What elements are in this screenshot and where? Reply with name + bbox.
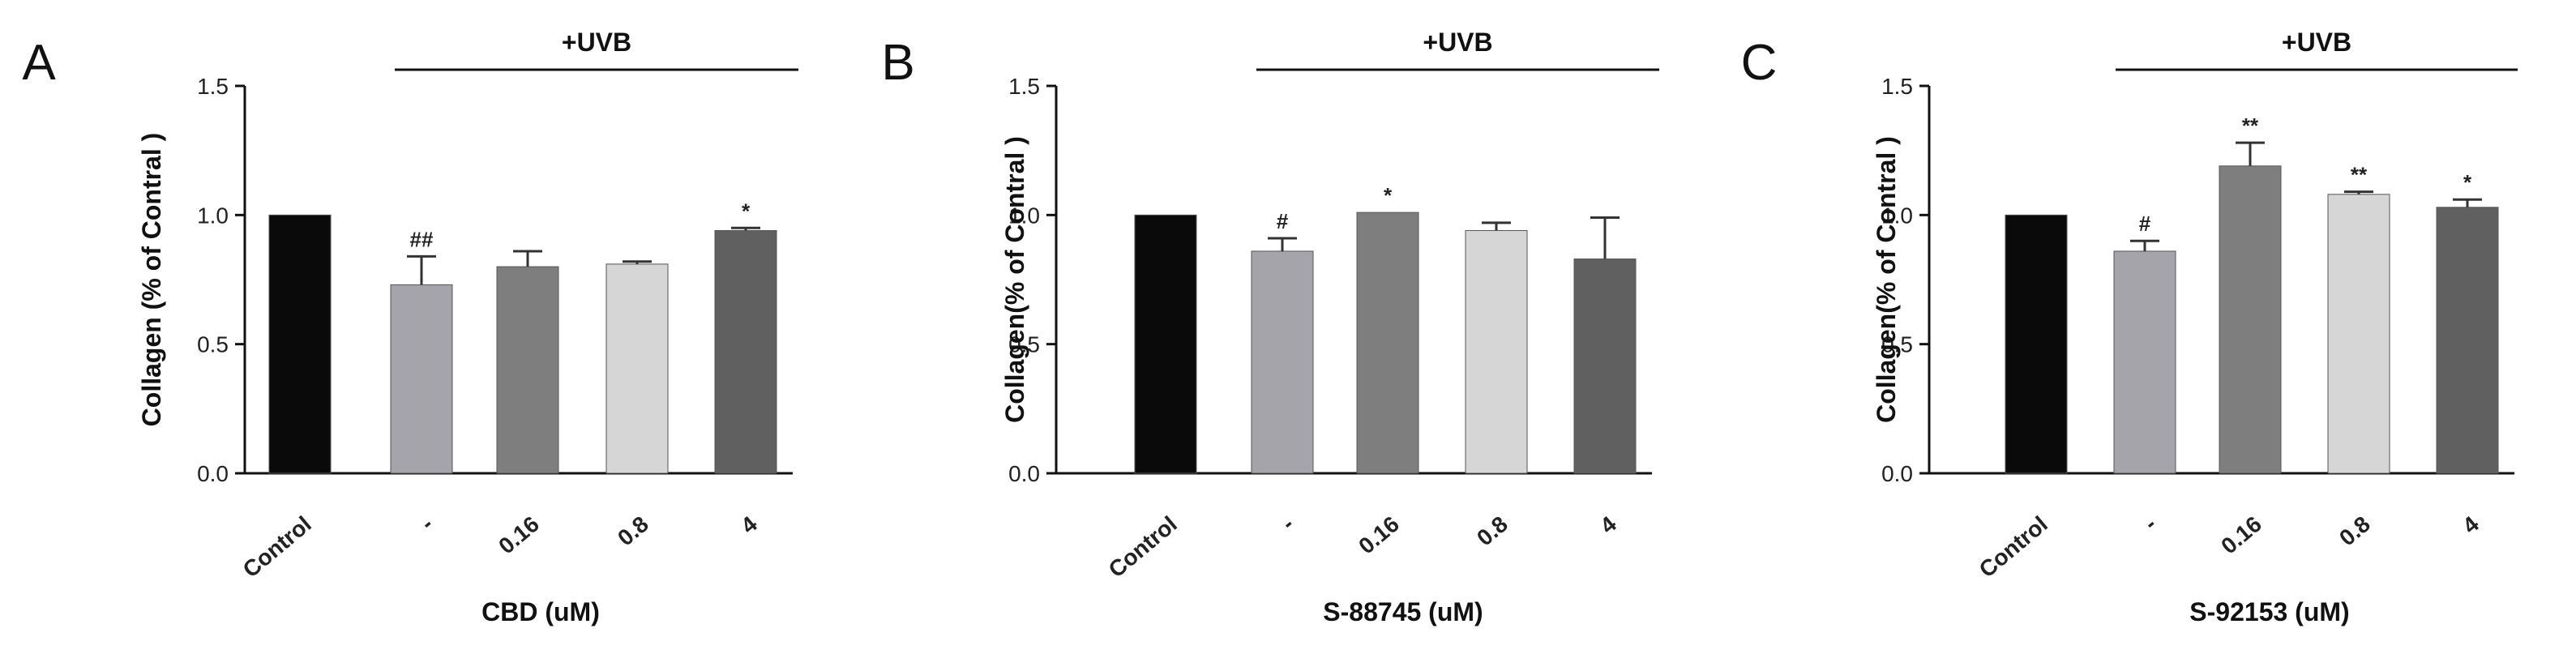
x-tick-label: - [416,511,438,536]
bar [1134,214,1197,474]
significance-mark: * [742,199,751,223]
significance-mark: ## [410,227,434,251]
chart-panel-b: B +UVB 0.0 0.5 1.0 1.5 Collagen(% of Contral )… [881,28,1659,626]
y-axis-label: Collagen(% of Contral ) [1872,136,1901,423]
x-tick-label: - [2139,511,2161,536]
bar [605,263,669,474]
y-tick-label: 1.0 [1881,203,1913,228]
y-tick-label: 1.5 [1881,74,1913,99]
y-tick-label: 1.0 [197,203,229,228]
significance-mark: # [1277,209,1289,233]
y-tick-label: 0.0 [1881,461,1913,486]
significance-mark: * [2463,170,2472,194]
significance-mark: # [2139,212,2151,236]
x-tick-label: - [1277,511,1299,536]
y-axis-label: Collagen (% of Contral ) [137,133,166,427]
panel-label: B [881,35,914,91]
y-tick-label: 1.5 [197,74,229,99]
bar [2005,214,2068,474]
significance-mark: * [1384,183,1393,207]
y-tick-label: 0.5 [1881,332,1913,357]
significance-mark: ** [2242,113,2259,138]
chart-panel-c: C +UVB 0.0 0.5 1.0 1.5 Collagen(% of Contral )… [1741,28,2518,626]
panel-label: A [22,35,56,91]
y-tick-label: 1.5 [1008,74,1040,99]
y-axis-label: Collagen(% of Contral ) [1000,136,1029,423]
treatment-label: +UVB [562,28,631,57]
x-tick-label: Control [1104,511,1182,583]
bar [1573,259,1637,474]
y-tick-label: 0.0 [1008,461,1040,486]
significance-mark: ** [2351,163,2368,187]
y-tick-label: 0.5 [197,332,229,357]
bar [390,284,453,474]
x-tick-label: 4 [2458,511,2484,539]
x-tick-label: 0.16 [1354,511,1404,559]
y-tick-label: 1.0 [1008,203,1040,228]
bar [2436,207,2499,474]
x-tick-label: 0.16 [494,511,544,559]
x-axis-label: S-92153 (uM) [2189,597,2349,626]
bar [1356,212,1419,474]
x-tick-label: Control [238,511,316,583]
treatment-label: +UVB [2282,28,2351,57]
x-axis-label: S-88745 (uM) [1323,597,1483,626]
bar [1251,250,1314,474]
bar [2113,250,2176,474]
bar [1465,229,1528,474]
bar [714,229,777,474]
panel-label: C [1741,35,1778,91]
y-tick-label: 0.5 [1008,332,1040,357]
treatment-label: +UVB [1423,28,1492,57]
x-tick-label: Control [1975,511,2052,583]
x-tick-label: 4 [1595,511,1621,539]
y-tick-label: 0.0 [197,461,229,486]
bar [496,266,559,474]
x-axis-label: CBD (uM) [481,597,600,626]
x-tick-label: 0.8 [1472,511,1513,551]
x-tick-label: 0.8 [2334,511,2375,551]
x-tick-label: 0.16 [2216,511,2266,559]
bar [2219,165,2282,474]
bar [2327,194,2390,474]
chart-panel-a: A +UVB 0.0 0.5 1.0 1.5 Collagen (% of Contral … [22,28,798,626]
bar [268,214,332,474]
x-tick-label: 4 [736,511,762,539]
x-tick-label: 0.8 [613,511,653,551]
